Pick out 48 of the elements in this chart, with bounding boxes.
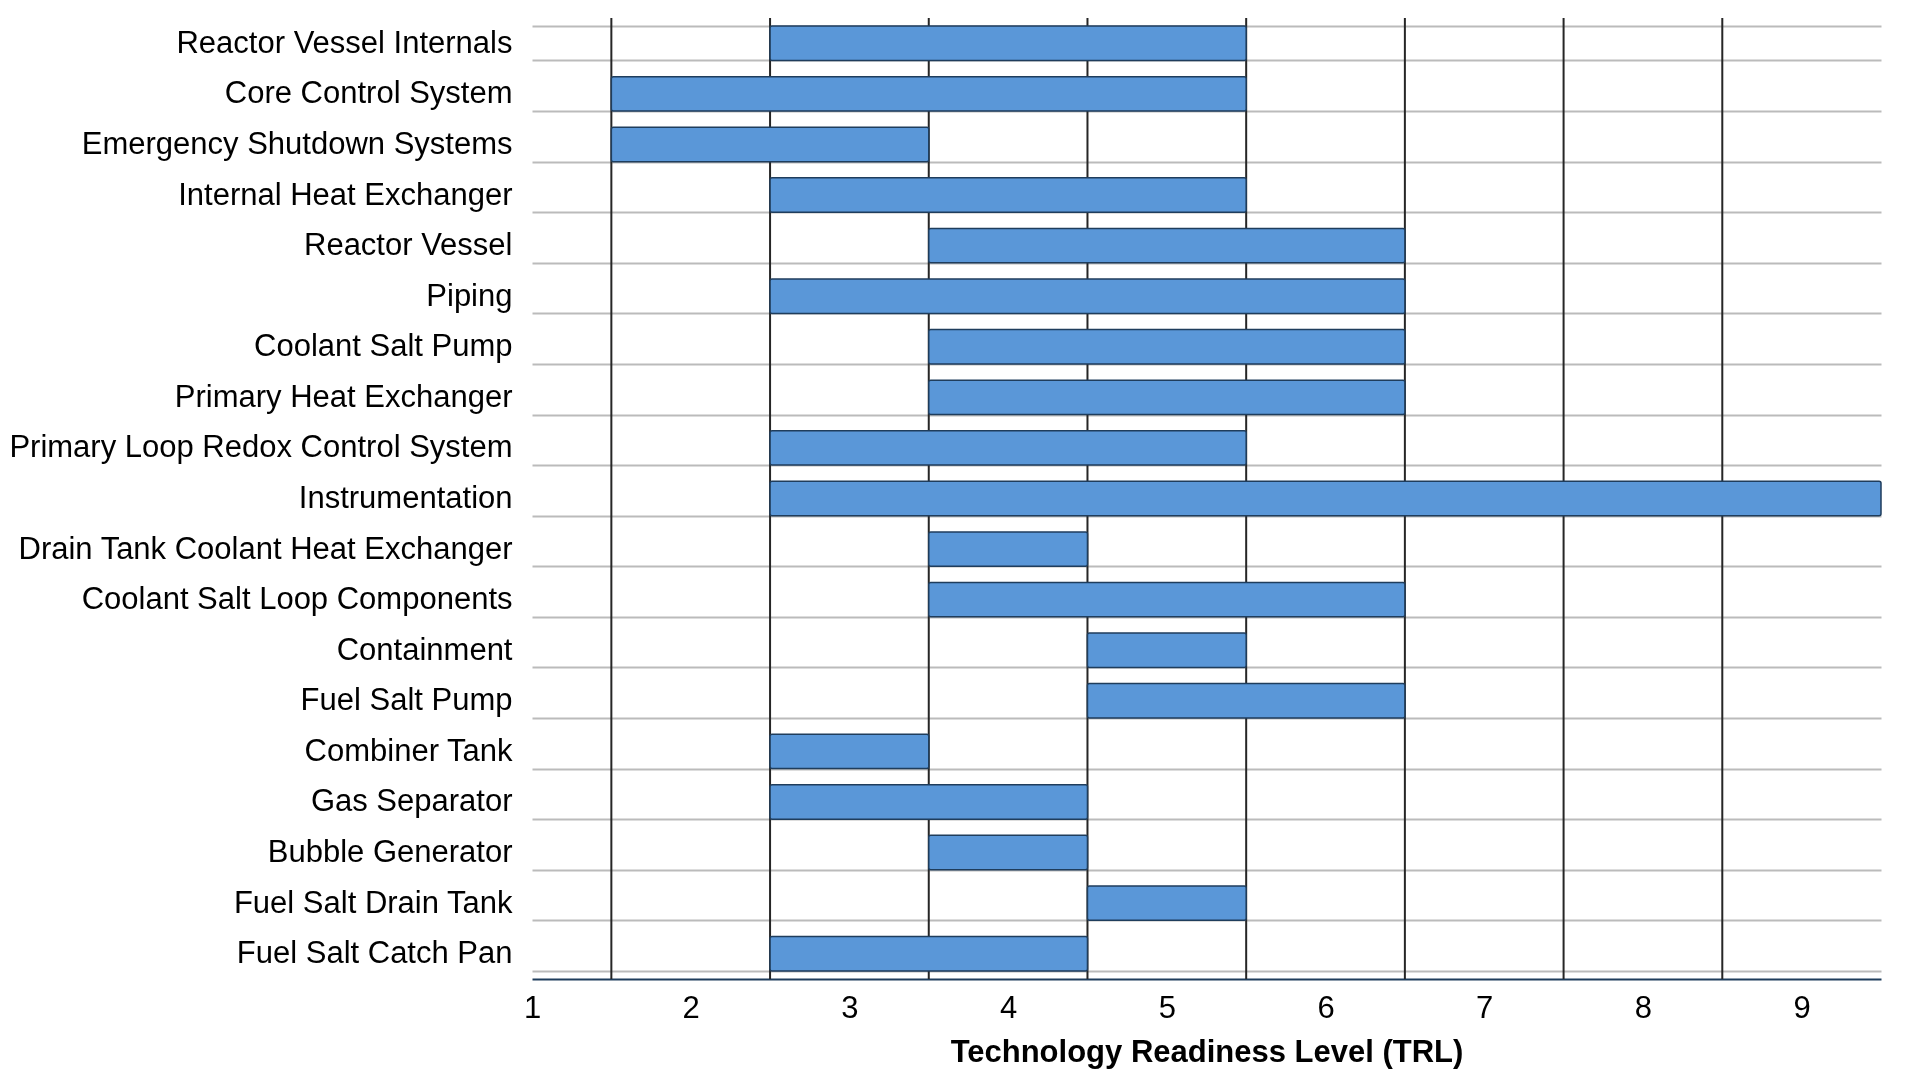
- bar: [1086, 632, 1247, 669]
- bar: [769, 935, 1089, 972]
- bar: [928, 581, 1406, 618]
- x-tick-label: 4: [999, 989, 1018, 1025]
- y-tick-label: Gas Separator: [310, 783, 513, 819]
- x-tick-label: 2: [682, 989, 700, 1025]
- bar: [928, 379, 1406, 416]
- y-tick-label: Fuel Salt Drain Tank: [233, 884, 513, 920]
- bar: [928, 531, 1089, 568]
- bar: [1086, 885, 1247, 922]
- bar: [769, 429, 1247, 466]
- bar: [769, 25, 1247, 62]
- y-tick-label: Bubble Generator: [267, 834, 513, 870]
- x-tick-label: 6: [1317, 989, 1335, 1025]
- bar: [928, 227, 1406, 264]
- y-tick-label: Piping: [426, 277, 513, 313]
- x-tick-label: 5: [1158, 989, 1176, 1025]
- bar: [769, 733, 930, 770]
- y-tick-label: Emergency Shutdown Systems: [81, 125, 513, 161]
- y-tick-label: Combiner Tank: [304, 732, 513, 768]
- bar: [769, 177, 1247, 213]
- bar: [928, 834, 1089, 871]
- bar: [769, 480, 1882, 517]
- x-axis-title: Technology Readiness Level (TRL): [950, 1033, 1464, 1069]
- y-tick-label: Fuel Salt Pump: [300, 682, 513, 718]
- y-tick-label: Core Control System: [224, 75, 513, 111]
- y-tick-label: Coolant Salt Pump: [254, 328, 513, 364]
- x-tick-label: 8: [1634, 989, 1653, 1025]
- y-tick-label: Internal Heat Exchanger: [178, 176, 513, 212]
- y-tick-label: Primary Heat Exchanger: [174, 378, 513, 414]
- x-tick-label: 7: [1476, 989, 1494, 1025]
- x-tick-label: 9: [1793, 989, 1811, 1025]
- y-tick-label: Reactor Vessel: [304, 227, 513, 263]
- bar: [610, 126, 930, 163]
- x-tick-label: 1: [523, 989, 542, 1025]
- bar: [769, 278, 1406, 315]
- y-tick-label: Containment: [336, 631, 513, 667]
- bar: [928, 328, 1406, 365]
- y-tick-label: Drain Tank Coolant Heat Exchanger: [18, 530, 513, 566]
- y-tick-label: Fuel Salt Catch Pan: [236, 935, 513, 971]
- y-tick-label: Primary Loop Redox Control System: [9, 429, 513, 465]
- y-tick-label: Instrumentation: [298, 480, 513, 515]
- bar: [1086, 682, 1406, 719]
- bar: [610, 75, 1247, 112]
- y-tick-label: Reactor Vessel Internals: [176, 24, 513, 60]
- bar: [769, 784, 1089, 820]
- x-tick-label: 3: [841, 989, 859, 1025]
- y-tick-label: Coolant Salt Loop Components: [81, 581, 513, 617]
